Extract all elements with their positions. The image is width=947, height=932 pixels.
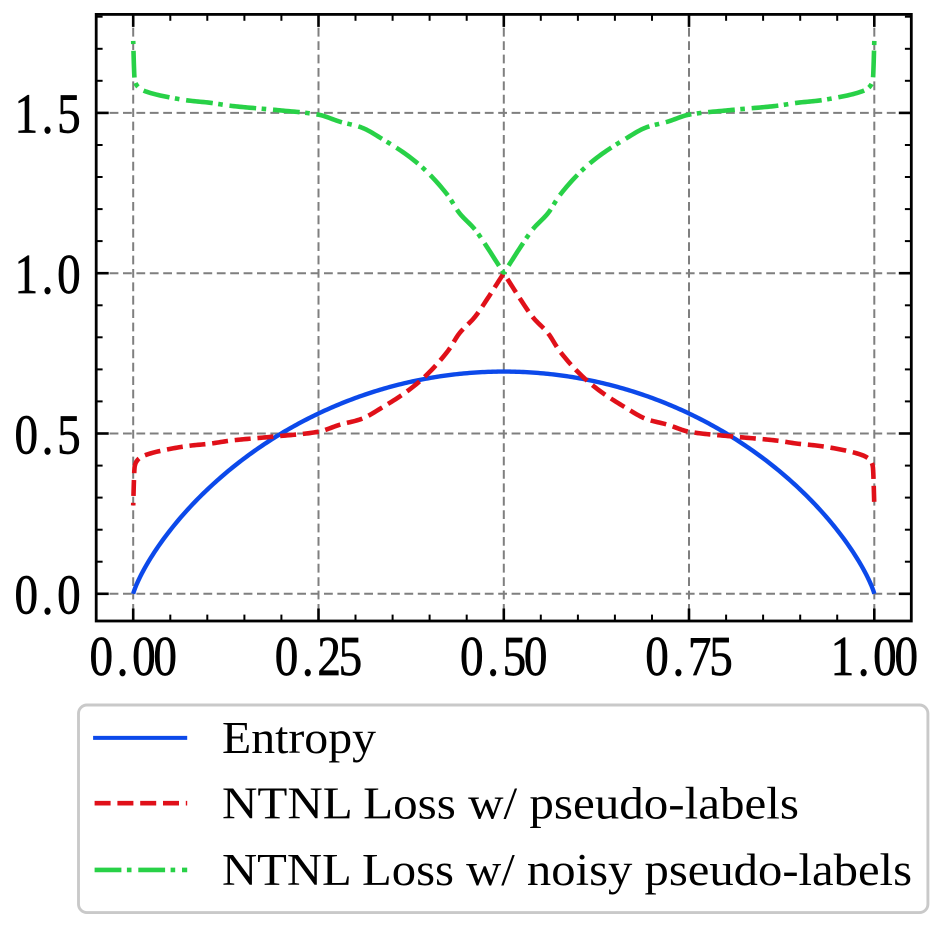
svg-text:.: .	[117, 626, 129, 688]
svg-text:1: 1	[14, 244, 38, 306]
svg-text:Entropy: Entropy	[222, 713, 377, 763]
svg-text:.: .	[42, 84, 54, 146]
svg-text:NTNL Loss w/ noisy pseudo-labe: NTNL Loss w/ noisy pseudo-labels	[222, 845, 912, 895]
svg-text:5: 5	[503, 626, 527, 688]
svg-text:7: 7	[688, 626, 712, 688]
svg-text:0: 0	[57, 565, 81, 627]
svg-text:0: 0	[14, 565, 38, 627]
svg-text:0: 0	[524, 626, 548, 688]
svg-text:.: .	[858, 626, 870, 688]
svg-text:0: 0	[894, 626, 918, 688]
svg-text:.: .	[302, 626, 314, 688]
svg-text:2: 2	[317, 626, 341, 688]
svg-text:.: .	[42, 565, 54, 627]
svg-text:0: 0	[460, 626, 484, 688]
svg-text:1: 1	[14, 84, 38, 146]
svg-text:.: .	[42, 244, 54, 306]
svg-text:.: .	[672, 626, 684, 688]
svg-text:.: .	[42, 405, 54, 467]
svg-text:0: 0	[89, 626, 113, 688]
svg-text:5: 5	[57, 405, 81, 467]
svg-text:0: 0	[873, 626, 897, 688]
svg-text:1: 1	[831, 626, 855, 688]
svg-text:0: 0	[275, 626, 299, 688]
svg-text:0: 0	[132, 626, 156, 688]
svg-text:0: 0	[57, 244, 81, 306]
svg-text:5: 5	[709, 626, 733, 688]
svg-text:0: 0	[153, 626, 177, 688]
svg-text:5: 5	[57, 84, 81, 146]
svg-text:0: 0	[14, 405, 38, 467]
svg-text:5: 5	[339, 626, 363, 688]
svg-text:0: 0	[645, 626, 669, 688]
svg-text:.: .	[487, 626, 499, 688]
svg-text:NTNL Loss w/ pseudo-labels: NTNL Loss w/ pseudo-labels	[222, 779, 799, 829]
